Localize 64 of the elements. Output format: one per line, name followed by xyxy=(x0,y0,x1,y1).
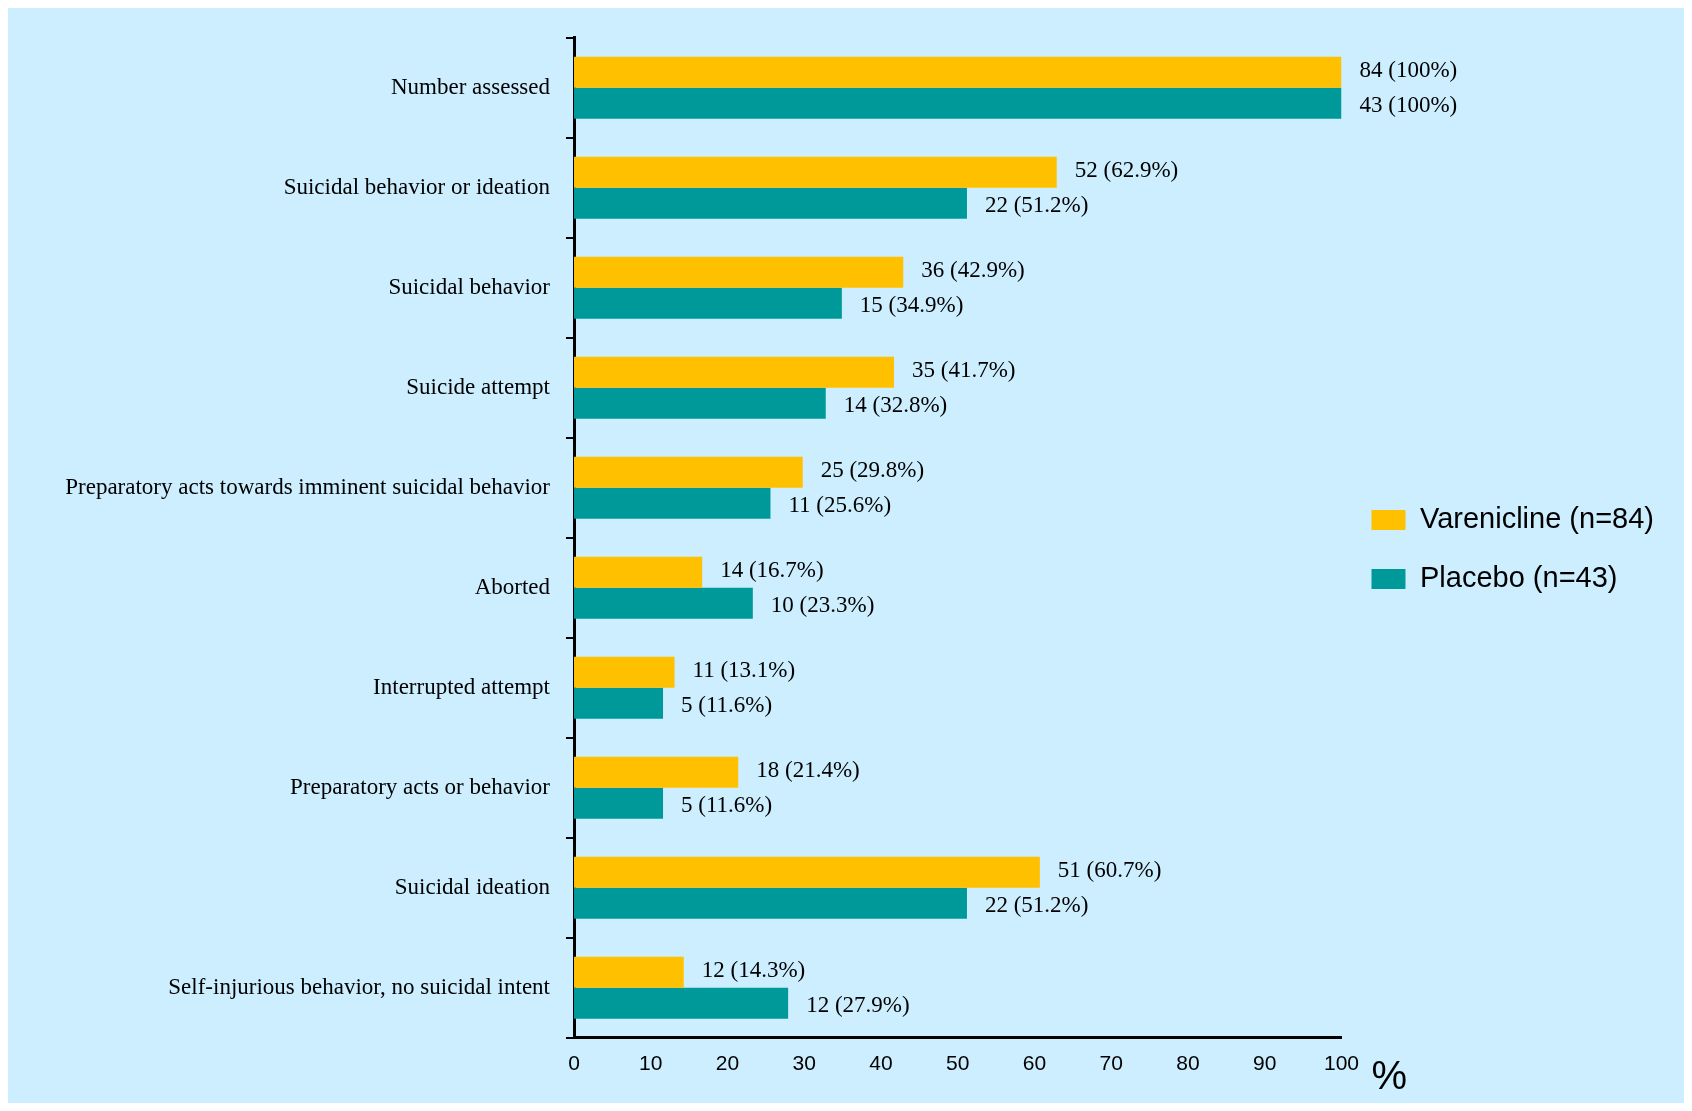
x-tick-label: 70 xyxy=(1099,1051,1123,1075)
x-tick-label: 60 xyxy=(1022,1051,1047,1075)
y-tick-label: Preparatory acts towards imminent suicidal behavior xyxy=(65,473,551,499)
x-tick-label: 10 xyxy=(639,1051,663,1075)
x-tick-label: 50 xyxy=(946,1051,970,1075)
data-label: 12 (14.3%) xyxy=(701,957,806,983)
bar xyxy=(574,556,703,588)
bar xyxy=(574,256,904,288)
bar xyxy=(574,156,1057,188)
y-tick-label: Number assessed xyxy=(390,73,551,99)
bar xyxy=(574,456,803,488)
bar xyxy=(574,887,967,919)
bar xyxy=(574,656,675,688)
y-tick-label: Suicidal ideation xyxy=(394,873,551,899)
y-tick-label: Preparatory acts or behavior xyxy=(290,773,551,799)
data-label: 14 (32.8%) xyxy=(843,392,948,418)
x-tick-label: 30 xyxy=(792,1051,816,1075)
bar xyxy=(574,687,664,719)
data-label: 18 (21.4%) xyxy=(756,757,860,783)
y-tick-label: Suicide attempt xyxy=(406,373,551,399)
data-label: 11 (13.1%) xyxy=(692,657,796,683)
bar xyxy=(574,487,771,519)
legend-label: Varenicline (n=84) xyxy=(1419,502,1654,534)
x-tick-label: 0 xyxy=(568,1051,580,1075)
y-tick-label: Interrupted attempt xyxy=(373,673,551,699)
x-tick-label: 100 xyxy=(1323,1051,1360,1075)
bar xyxy=(574,356,895,388)
bar xyxy=(574,856,1040,888)
data-label: 5 (11.6%) xyxy=(681,692,773,718)
data-label: 52 (62.9%) xyxy=(1074,157,1179,183)
bar xyxy=(574,756,739,788)
x-tick-label: 20 xyxy=(715,1051,740,1075)
data-label: 10 (23.3%) xyxy=(770,592,875,618)
bar xyxy=(574,387,826,419)
y-tick-label: Suicidal behavior or ideation xyxy=(283,173,551,199)
bar xyxy=(574,987,789,1019)
data-label: 51 (60.7%) xyxy=(1057,857,1162,883)
y-tick-label: Suicidal behavior xyxy=(388,273,551,299)
bar xyxy=(574,956,684,988)
bar xyxy=(574,287,842,319)
data-label: 15 (34.9%) xyxy=(859,292,964,318)
data-label: 5 (11.6%) xyxy=(681,792,773,818)
data-label: 11 (25.6%) xyxy=(788,492,892,518)
bar xyxy=(574,187,967,219)
x-tick-label: 40 xyxy=(869,1051,893,1075)
y-tick-label: Aborted xyxy=(474,573,551,599)
data-label: 22 (51.2%) xyxy=(984,192,1089,218)
data-label: 14 (16.7%) xyxy=(720,557,824,583)
x-axis-title: % xyxy=(1371,1052,1408,1097)
data-label: 43 (100%) xyxy=(1359,92,1458,118)
bar xyxy=(574,87,1342,119)
data-label: 25 (29.8%) xyxy=(820,457,925,483)
data-label: 36 (42.9%) xyxy=(921,257,1025,283)
y-tick-label: Self-injurious behavior, no suicidal intent xyxy=(168,973,551,999)
data-label: 35 (41.7%) xyxy=(912,357,1016,383)
legend-label: Placebo (n=43) xyxy=(1419,561,1618,593)
bar xyxy=(574,787,664,819)
data-label: 22 (51.2%) xyxy=(984,892,1089,918)
data-label: 12 (27.9%) xyxy=(806,992,910,1018)
x-tick-label: 80 xyxy=(1176,1051,1200,1075)
bar xyxy=(574,587,753,619)
x-tick-label: 90 xyxy=(1253,1051,1277,1075)
data-label: 84 (100%) xyxy=(1359,57,1458,83)
bar xyxy=(574,56,1342,88)
